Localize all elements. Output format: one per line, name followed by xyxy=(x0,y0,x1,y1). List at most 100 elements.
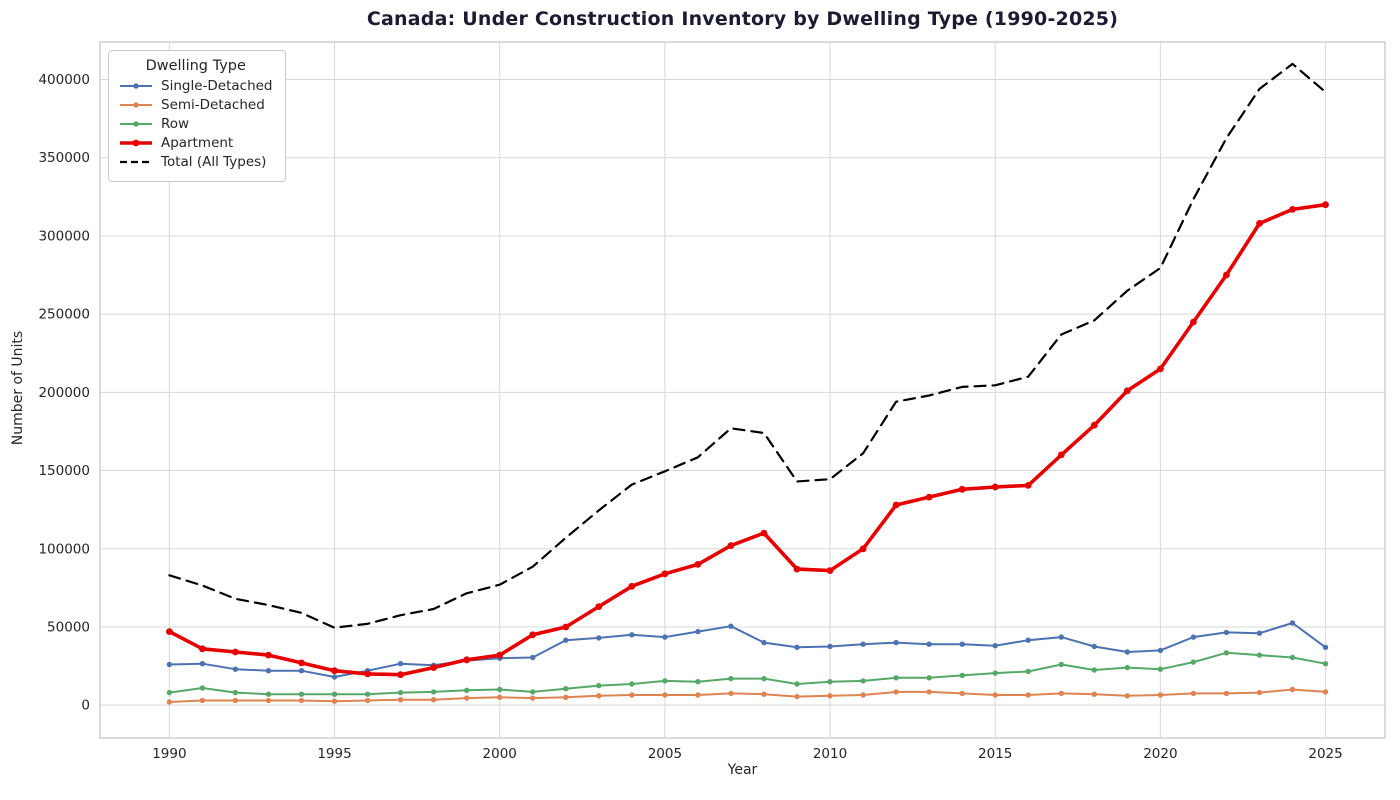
series-marker xyxy=(1157,365,1164,373)
series-marker xyxy=(265,668,272,674)
series-marker xyxy=(662,692,668,698)
series-marker xyxy=(1123,387,1131,395)
series-marker xyxy=(1322,644,1329,650)
series-marker xyxy=(628,582,636,590)
series-marker xyxy=(430,697,437,703)
y-tick-label: 150000 xyxy=(38,463,90,479)
series-marker xyxy=(760,529,768,537)
series-marker xyxy=(563,694,569,700)
series-marker xyxy=(893,639,899,646)
series-marker xyxy=(1025,668,1031,675)
y-tick-label: 100000 xyxy=(38,541,90,557)
series-marker xyxy=(298,659,305,667)
series-marker xyxy=(166,689,173,696)
series-marker xyxy=(926,689,932,695)
series-line xyxy=(167,202,1328,677)
series-marker xyxy=(1090,421,1098,429)
series-marker xyxy=(166,699,173,705)
series-marker xyxy=(1289,206,1296,213)
series-marker xyxy=(364,691,371,697)
series-marker xyxy=(563,686,569,692)
legend-label: Row xyxy=(161,116,190,132)
y-tick-label: 350000 xyxy=(38,150,90,166)
series-marker xyxy=(1124,664,1131,671)
series-marker xyxy=(563,637,569,643)
series-marker xyxy=(827,643,833,650)
series-marker xyxy=(992,692,998,698)
series-marker xyxy=(232,689,239,696)
series-marker xyxy=(530,654,536,661)
series-marker xyxy=(893,689,899,695)
y-tick-label: 300000 xyxy=(38,228,90,244)
series-marker xyxy=(992,670,998,676)
x-tick-label: 2020 xyxy=(1143,746,1177,762)
series-marker xyxy=(793,565,801,573)
series-marker xyxy=(265,651,272,659)
series-marker xyxy=(892,501,900,509)
series-line xyxy=(168,62,1327,629)
series-marker xyxy=(959,672,965,679)
series-marker xyxy=(1058,690,1065,697)
series-marker xyxy=(397,671,404,679)
y-axis-label: Number of Units xyxy=(10,330,26,446)
series-marker xyxy=(1025,692,1031,698)
series-marker xyxy=(232,666,239,672)
legend-label: Single-Detached xyxy=(161,78,273,94)
series-marker xyxy=(1024,482,1032,489)
series-marker xyxy=(1190,634,1197,640)
series-marker xyxy=(1322,661,1329,667)
series-marker xyxy=(662,634,668,640)
series-marker xyxy=(1322,201,1329,209)
x-tick-label: 1995 xyxy=(317,746,351,762)
legend-line-sample xyxy=(120,102,152,108)
series-marker xyxy=(596,635,602,641)
series-marker xyxy=(1223,690,1230,697)
series-marker xyxy=(562,623,570,631)
series-marker xyxy=(860,678,866,684)
series-marker xyxy=(497,686,503,693)
legend: Dwelling Type Single-Detached Semi-Detach… xyxy=(108,50,286,182)
series-marker xyxy=(629,692,635,698)
series-marker xyxy=(1190,690,1197,697)
series-marker xyxy=(298,691,305,697)
series-marker xyxy=(761,675,767,682)
series-marker xyxy=(166,628,173,635)
series-marker xyxy=(1289,686,1296,693)
series-marker xyxy=(728,623,734,629)
series-marker xyxy=(761,639,767,646)
series-marker xyxy=(232,648,239,656)
series-marker xyxy=(1289,654,1296,661)
legend-line-sample xyxy=(120,83,152,89)
y-tick-label: 0 xyxy=(81,698,90,714)
series-marker xyxy=(827,679,833,685)
series-marker xyxy=(199,685,206,691)
series-marker xyxy=(331,667,338,675)
legend-item: Apartment xyxy=(119,135,273,151)
series-marker xyxy=(1091,643,1098,650)
legend-line-sample xyxy=(120,121,152,127)
x-tick-label: 2005 xyxy=(648,746,682,762)
series-marker xyxy=(463,656,471,664)
series-marker xyxy=(1256,652,1263,658)
series-marker xyxy=(1058,661,1065,668)
series-marker xyxy=(1091,691,1098,697)
series-marker xyxy=(529,631,537,639)
series-marker xyxy=(695,692,701,698)
series-marker xyxy=(397,689,404,696)
series-marker xyxy=(496,651,504,659)
series-marker xyxy=(925,493,933,501)
series-marker xyxy=(1124,649,1131,655)
series-marker xyxy=(695,628,701,635)
series-marker xyxy=(893,675,899,681)
series-marker xyxy=(992,643,998,649)
series-marker xyxy=(1124,693,1131,699)
series-marker xyxy=(728,675,734,682)
series-marker xyxy=(595,603,603,610)
series-marker xyxy=(926,641,932,647)
series-marker xyxy=(1223,271,1230,279)
legend-item: Row xyxy=(119,116,273,132)
series-marker xyxy=(1157,647,1164,654)
series-marker xyxy=(1091,667,1098,673)
